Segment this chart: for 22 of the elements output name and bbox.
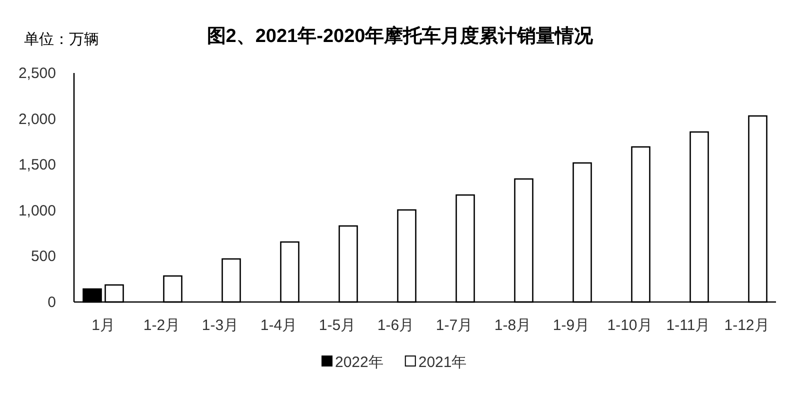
y-tick-label: 500 (30, 248, 56, 266)
legend-label: 2022年 (335, 354, 384, 371)
x-tick-label: 1-3月 (202, 317, 239, 334)
chart-title: 图2、2021年-2020年摩托车月度累计销量情况 (206, 25, 594, 47)
x-tick-label: 1-5月 (318, 317, 356, 334)
x-tick-label: 1-11月 (666, 317, 710, 334)
x-tick-label: 1-2月 (143, 317, 180, 334)
x-tick-label: 1-8月 (494, 317, 532, 334)
y-tick-label: 1,000 (18, 202, 56, 220)
x-tick-label: 1-9月 (552, 317, 590, 334)
y-tick-label: 2,000 (18, 110, 56, 128)
legend-label: 2021年 (418, 354, 467, 371)
y-tick-label: 1,500 (18, 156, 56, 174)
x-tick-label: 1-10月 (607, 317, 652, 334)
x-tick-label: 1-4月 (260, 317, 298, 334)
x-tick-label: 1-12月 (724, 317, 770, 334)
x-tick-label: 1月 (92, 317, 115, 334)
x-tick-label: 1-7月 (436, 317, 473, 334)
y-tick-label: 2,500 (18, 65, 56, 82)
y-axis-title: 单位：万辆 (24, 31, 99, 48)
x-tick-label: 1-6月 (377, 317, 414, 334)
y-tick-label: 0 (48, 294, 56, 311)
